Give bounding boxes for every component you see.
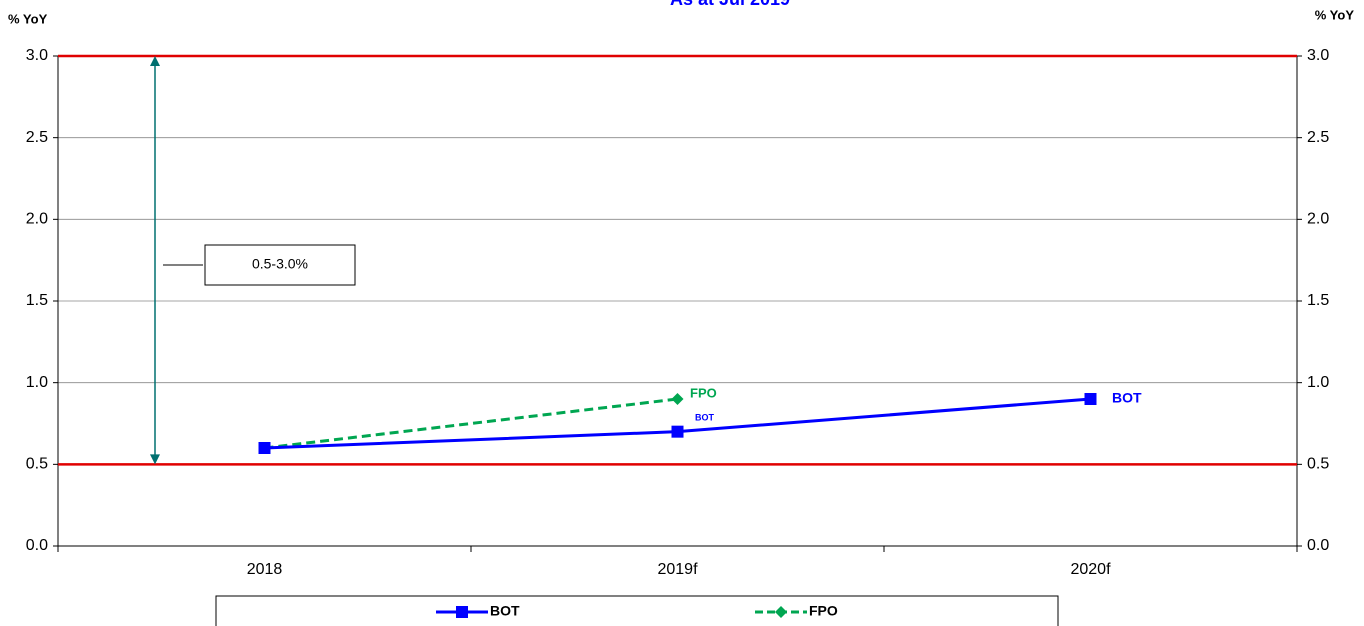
annotation: FPO — [690, 385, 717, 400]
y-tick-label: 0.5 — [26, 456, 48, 473]
annotation: BOT — [695, 412, 715, 422]
y2-axis-label: % YoY — [1315, 7, 1355, 22]
y2-tick-label: 2.0 — [1307, 211, 1329, 228]
y-tick-label: 3.0 — [26, 47, 48, 64]
y-tick-label: 2.0 — [26, 211, 48, 228]
legend-label: BOT — [490, 603, 520, 619]
y2-tick-label: 1.0 — [1307, 374, 1329, 391]
chart-title: As at Jul 2019 — [670, 0, 790, 9]
y-axis-label: % YoY — [8, 11, 48, 26]
x-tick-label: 2018 — [247, 561, 283, 578]
legend-marker — [775, 606, 787, 618]
data-point — [258, 442, 271, 454]
y2-tick-label: 0.0 — [1307, 537, 1329, 554]
y2-tick-label: 0.5 — [1307, 456, 1329, 473]
data-point — [1084, 393, 1097, 405]
data-point — [671, 425, 684, 438]
legend-box — [215, 595, 1059, 626]
legend-label: FPO — [809, 603, 838, 619]
y2-tick-label: 1.5 — [1307, 292, 1329, 309]
legend-marker — [456, 606, 468, 618]
y-tick-label: 0.0 — [26, 537, 48, 554]
y-tick-label: 1.5 — [26, 292, 48, 309]
y-tick-label: 2.5 — [26, 129, 48, 146]
series-line — [264, 397, 1091, 450]
arrow-head — [150, 454, 160, 465]
annotation: 0.5-3.0% — [252, 256, 308, 272]
data-point — [671, 393, 684, 405]
y-tick-label: 1.0 — [26, 374, 48, 391]
x-tick-label: 2019f — [657, 561, 698, 578]
y2-tick-label: 3.0 — [1307, 47, 1329, 64]
arrow-head — [150, 56, 160, 66]
y2-tick-label: 2.5 — [1307, 129, 1329, 146]
annotation-box — [204, 244, 356, 286]
annotation: BOT — [1112, 390, 1142, 406]
x-tick-label: 2020f — [1070, 561, 1111, 578]
